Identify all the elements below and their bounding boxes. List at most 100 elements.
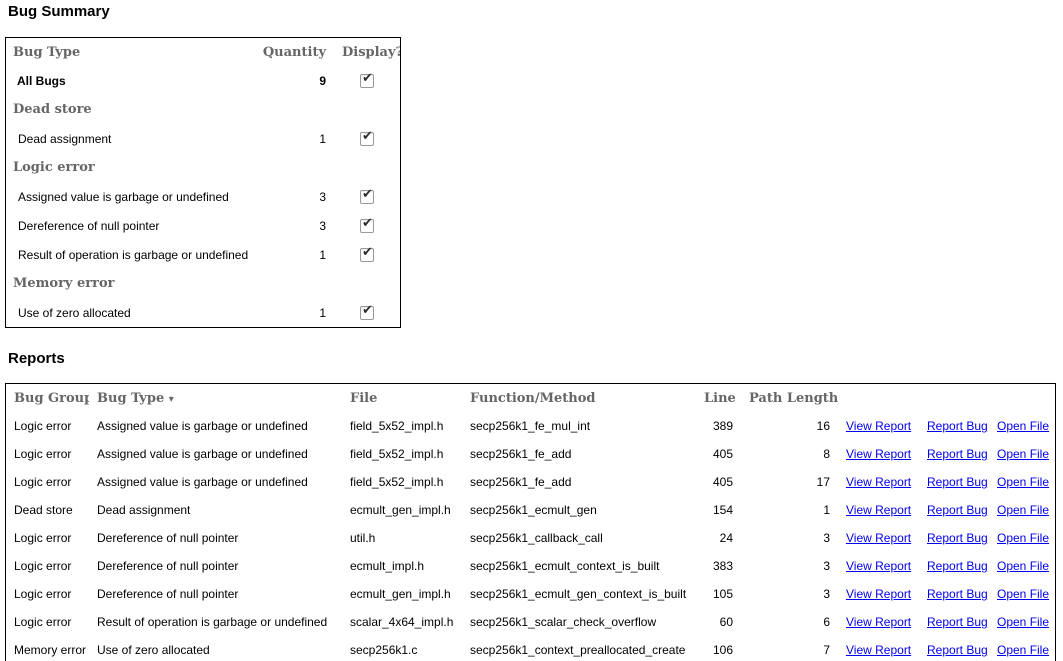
view-report-link[interactable]: View Report xyxy=(846,531,912,545)
report-bug-link[interactable]: Report Bug xyxy=(927,643,988,657)
cell-bug-type: Assigned value is garbage or undefined xyxy=(97,419,308,433)
cell-bug-type: Dereference of null pointer xyxy=(97,531,239,545)
summary-quantity: 1 xyxy=(319,131,326,146)
table-row: Dereference of null pointer 3 ✔ xyxy=(6,211,400,240)
summary-header-row: Bug Type Quantity Display? xyxy=(6,38,400,66)
cell-bug-type: Dereference of null pointer xyxy=(97,587,239,601)
cell-file: util.h xyxy=(350,531,376,545)
cell-bug-type: Dead assignment xyxy=(97,503,191,517)
table-row: Dead store Dead assignment ecmult_gen_im… xyxy=(6,496,1055,524)
cell-path-length: 3 xyxy=(823,531,830,545)
cell-path-length: 3 xyxy=(823,559,830,573)
cell-path-length: 8 xyxy=(823,447,830,461)
summary-all-bugs-label: All Bugs xyxy=(17,73,66,88)
cell-file: scalar_4x64_impl.h xyxy=(350,615,454,629)
reports-col-bug-group[interactable]: Bug Group xyxy=(14,390,89,406)
summary-bug-type-label: Dead assignment xyxy=(18,131,112,146)
report-bug-link[interactable]: Report Bug xyxy=(927,587,988,601)
table-row: Logic error Assigned value is garbage or… xyxy=(6,440,1055,468)
cell-line: 106 xyxy=(712,643,733,657)
open-file-link[interactable]: Open File xyxy=(997,587,1050,601)
report-bug-link[interactable]: Report Bug xyxy=(927,419,988,433)
sort-desc-icon: ▾ xyxy=(168,393,174,405)
cell-line: 60 xyxy=(719,615,733,629)
cell-line: 105 xyxy=(712,587,733,601)
cell-bug-group: Logic error xyxy=(14,531,72,545)
reports-col-file[interactable]: File xyxy=(350,390,378,406)
report-bug-link[interactable]: Report Bug xyxy=(927,559,988,573)
open-file-link[interactable]: Open File xyxy=(997,419,1050,433)
summary-col-display: Display? xyxy=(342,44,400,60)
display-checkbox[interactable]: ✔ xyxy=(360,187,374,204)
view-report-link[interactable]: View Report xyxy=(846,559,912,573)
display-checkbox[interactable]: ✔ xyxy=(360,70,374,88)
reports-col-function[interactable]: Function/Method xyxy=(470,390,596,406)
cell-bug-type: Result of operation is garbage or undefi… xyxy=(97,615,328,629)
view-report-link[interactable]: View Report xyxy=(846,643,912,657)
cell-file: ecmult_gen_impl.h xyxy=(350,587,451,601)
cell-bug-group: Logic error xyxy=(14,419,72,433)
report-bug-link[interactable]: Report Bug xyxy=(927,531,988,545)
cell-file: field_5x52_impl.h xyxy=(350,447,444,461)
summary-quantity: 1 xyxy=(319,247,326,262)
view-report-link[interactable]: View Report xyxy=(846,419,912,433)
summary-col-quantity: Quantity xyxy=(262,44,326,60)
table-row: Dead assignment 1 ✔ xyxy=(6,124,400,153)
display-checkbox[interactable]: ✔ xyxy=(360,215,374,233)
table-row: Use of zero allocated 1 ✔ xyxy=(6,298,400,327)
reports-title: Reports xyxy=(8,350,65,367)
reports-col-path-length[interactable]: Path Length xyxy=(749,390,838,406)
cell-path-length: 1 xyxy=(823,503,830,517)
cell-file: ecmult_gen_impl.h xyxy=(350,503,451,517)
table-row: Logic error Result of operation is garba… xyxy=(6,608,1055,636)
report-bug-link[interactable]: Report Bug xyxy=(927,475,988,489)
check-icon: ✔ xyxy=(362,70,373,86)
open-file-link[interactable]: Open File xyxy=(997,475,1050,489)
cell-line: 405 xyxy=(712,475,733,489)
cell-function: secp256k1_context_preallocated_create xyxy=(470,643,686,657)
summary-quantity: 1 xyxy=(319,305,326,320)
display-checkbox[interactable]: ✔ xyxy=(360,302,374,320)
display-checkbox[interactable]: ✔ xyxy=(360,245,374,262)
report-bug-link[interactable]: Report Bug xyxy=(927,615,988,629)
display-checkbox[interactable]: ✔ xyxy=(360,129,374,146)
open-file-link[interactable]: Open File xyxy=(997,531,1050,545)
cell-bug-type: Assigned value is garbage or undefined xyxy=(97,447,308,461)
check-icon: ✔ xyxy=(362,215,373,231)
cell-file: ecmult_impl.h xyxy=(350,559,425,573)
table-row: Result of operation is garbage or undefi… xyxy=(6,240,400,269)
cell-path-length: 3 xyxy=(823,587,830,601)
reports-col-actions-2 xyxy=(919,384,989,412)
report-bug-link[interactable]: Report Bug xyxy=(927,503,988,517)
cell-function: secp256k1_fe_mul_int xyxy=(470,419,591,433)
open-file-link[interactable]: Open File xyxy=(997,559,1050,573)
reports-table: Bug Group Bug Type ▾ File Function/Metho… xyxy=(5,383,1056,661)
table-row: Logic error Dereference of null pointer … xyxy=(6,524,1055,552)
cell-bug-group: Dead store xyxy=(14,503,73,517)
view-report-link[interactable]: View Report xyxy=(846,475,912,489)
reports-col-line[interactable]: Line xyxy=(704,390,736,406)
view-report-link[interactable]: View Report xyxy=(846,447,912,461)
reports-col-bug-type[interactable]: Bug Type ▾ xyxy=(97,390,174,406)
view-report-link[interactable]: View Report xyxy=(846,587,912,601)
cell-function: secp256k1_fe_add xyxy=(470,447,572,461)
open-file-link[interactable]: Open File xyxy=(997,615,1050,629)
view-report-link[interactable]: View Report xyxy=(846,615,912,629)
check-icon: ✔ xyxy=(362,302,373,318)
open-file-link[interactable]: Open File xyxy=(997,643,1050,657)
view-report-link[interactable]: View Report xyxy=(846,503,912,517)
open-file-link[interactable]: Open File xyxy=(997,503,1050,517)
summary-group-label: Dead store xyxy=(13,102,92,117)
summary-bug-type-label: Dereference of null pointer xyxy=(18,218,160,233)
cell-line: 154 xyxy=(712,503,733,517)
cell-line: 405 xyxy=(712,447,733,461)
cell-path-length: 17 xyxy=(816,475,830,489)
bug-summary-title: Bug Summary xyxy=(8,3,110,20)
table-row: Logic error Dereference of null pointer … xyxy=(6,552,1055,580)
cell-bug-group: Memory error xyxy=(14,643,87,657)
cell-bug-group: Logic error xyxy=(14,447,72,461)
report-bug-link[interactable]: Report Bug xyxy=(927,447,988,461)
table-row: Dead store xyxy=(6,95,400,124)
open-file-link[interactable]: Open File xyxy=(997,447,1050,461)
